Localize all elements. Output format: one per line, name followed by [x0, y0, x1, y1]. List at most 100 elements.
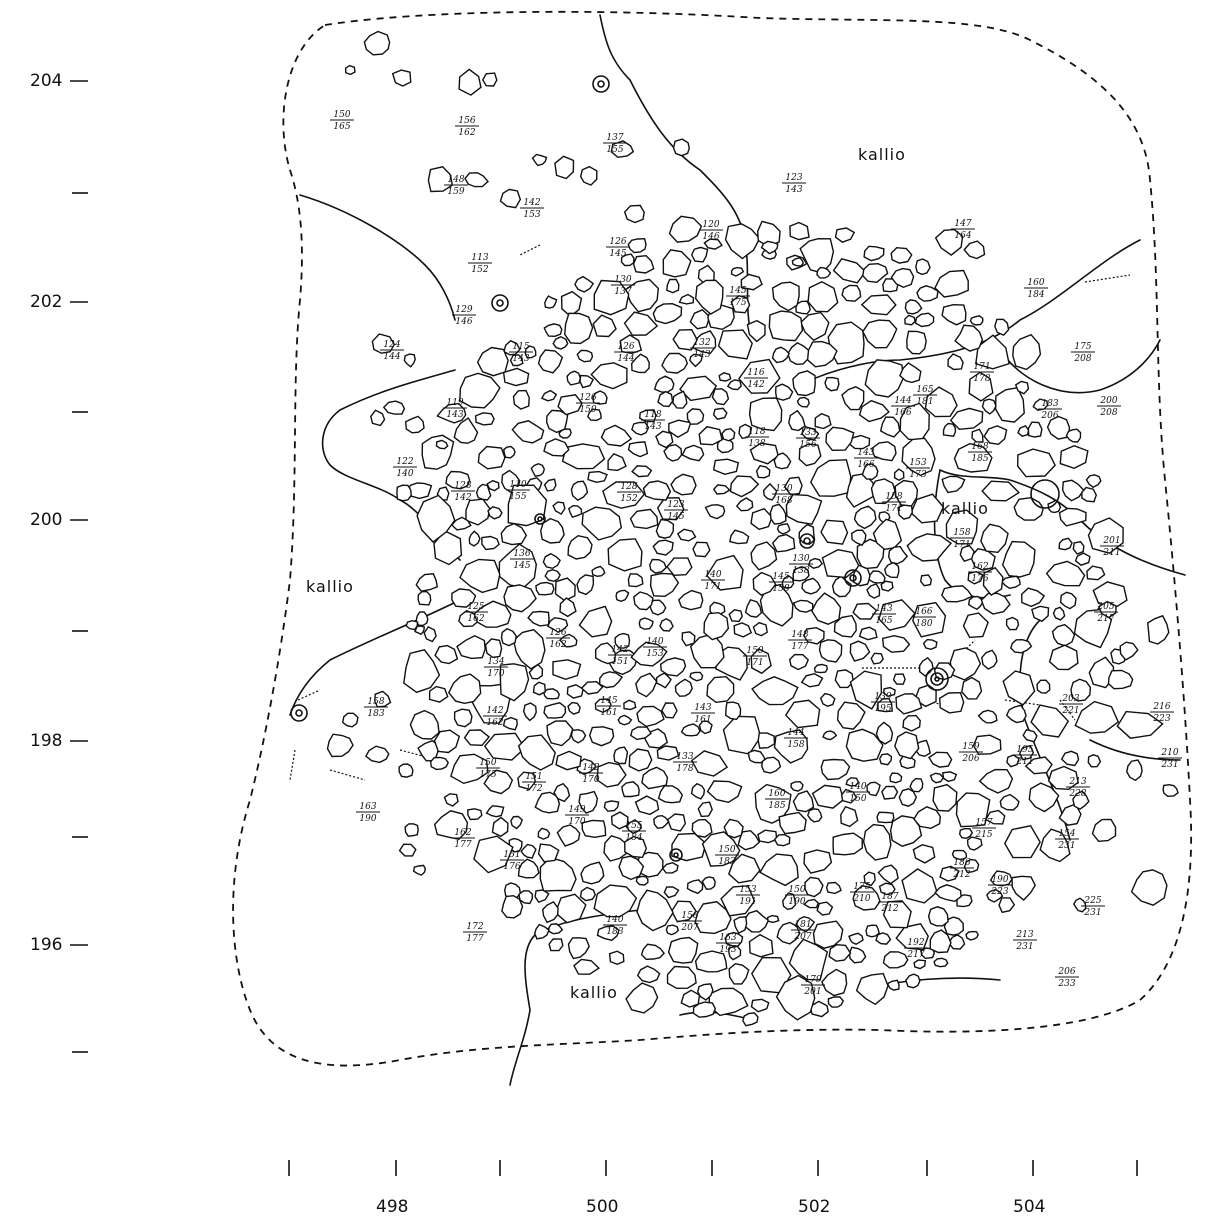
stone: [816, 901, 834, 916]
stone: [689, 353, 703, 368]
x-tick-label: 498: [376, 1197, 408, 1217]
stone: [981, 480, 1021, 502]
stone: [811, 784, 845, 809]
elevation-bottom: 171: [746, 658, 763, 668]
stone: [807, 557, 824, 569]
bedrock-label: kallio: [306, 577, 354, 596]
stone: [981, 649, 998, 670]
stone: [792, 566, 810, 582]
stone: [635, 875, 649, 886]
stone: [554, 577, 576, 602]
stone: [625, 982, 659, 1014]
stone: [629, 726, 652, 741]
stone: [660, 702, 678, 719]
stone: [593, 279, 630, 316]
stone: [788, 938, 829, 981]
stone: [537, 843, 560, 863]
elevation-top: 113: [471, 253, 488, 263]
stone: [371, 333, 396, 354]
stone: [503, 584, 537, 613]
stone: [878, 753, 893, 766]
stone: [1065, 428, 1082, 443]
stone: [901, 437, 936, 477]
stone: [881, 785, 899, 800]
stone: [863, 245, 885, 262]
stone: [963, 858, 980, 874]
stone: [954, 324, 984, 352]
stone: [776, 921, 801, 945]
elevation-bottom: 206: [961, 754, 979, 764]
elevation-top: 153: [909, 458, 926, 468]
x-tick-label: 500: [586, 1197, 618, 1217]
stone: [1009, 638, 1033, 654]
stone: [623, 311, 659, 336]
stone: [768, 310, 804, 342]
stone: [971, 428, 984, 443]
stone: [1059, 591, 1077, 610]
stone: [398, 843, 417, 857]
stone: [792, 599, 814, 613]
stone: [883, 561, 900, 579]
stone: [757, 829, 778, 844]
elevation-top: 158: [953, 528, 970, 538]
elevation-top: 140: [606, 915, 623, 925]
elevation-bottom: 164: [954, 231, 971, 241]
stone: [927, 906, 949, 927]
stone: [882, 686, 896, 698]
stone: [502, 367, 530, 387]
stone: [1022, 728, 1038, 743]
stone: [649, 572, 680, 598]
stone: [576, 349, 594, 363]
elevation-bottom: 223: [1152, 714, 1170, 724]
stone: [532, 681, 547, 696]
elevation-top: 133: [799, 428, 816, 438]
elevation-bottom: 201: [803, 987, 821, 997]
x-tick-label: 504: [1013, 1197, 1045, 1217]
stone: [543, 438, 570, 457]
stone: [398, 763, 414, 778]
elevation-bottom: 162: [467, 614, 484, 624]
elevation-top: 143: [875, 604, 892, 614]
stone: [738, 423, 752, 440]
stone: [698, 425, 723, 446]
stone: [1005, 704, 1027, 724]
stone: [557, 394, 583, 416]
stone: [998, 897, 1016, 914]
stone: [750, 956, 792, 994]
stone: [721, 427, 736, 442]
stone: [899, 362, 922, 384]
stone: [483, 769, 514, 795]
stone: [656, 745, 680, 761]
elevation-bottom: 207: [793, 932, 811, 942]
stone: [972, 734, 1002, 755]
elevation-bottom: 217: [906, 950, 924, 960]
stone: [503, 339, 521, 356]
stone: [852, 602, 878, 620]
stone-layer: [326, 30, 1179, 1027]
stone: [614, 632, 631, 649]
stone: [906, 330, 927, 355]
elevation-bottom: 185: [768, 801, 785, 811]
stone: [632, 254, 655, 274]
stone: [364, 745, 390, 764]
elevation-bottom: 166: [894, 408, 911, 418]
stone: [655, 430, 674, 449]
stone: [919, 574, 933, 587]
elevation-bottom: 170: [568, 817, 585, 827]
